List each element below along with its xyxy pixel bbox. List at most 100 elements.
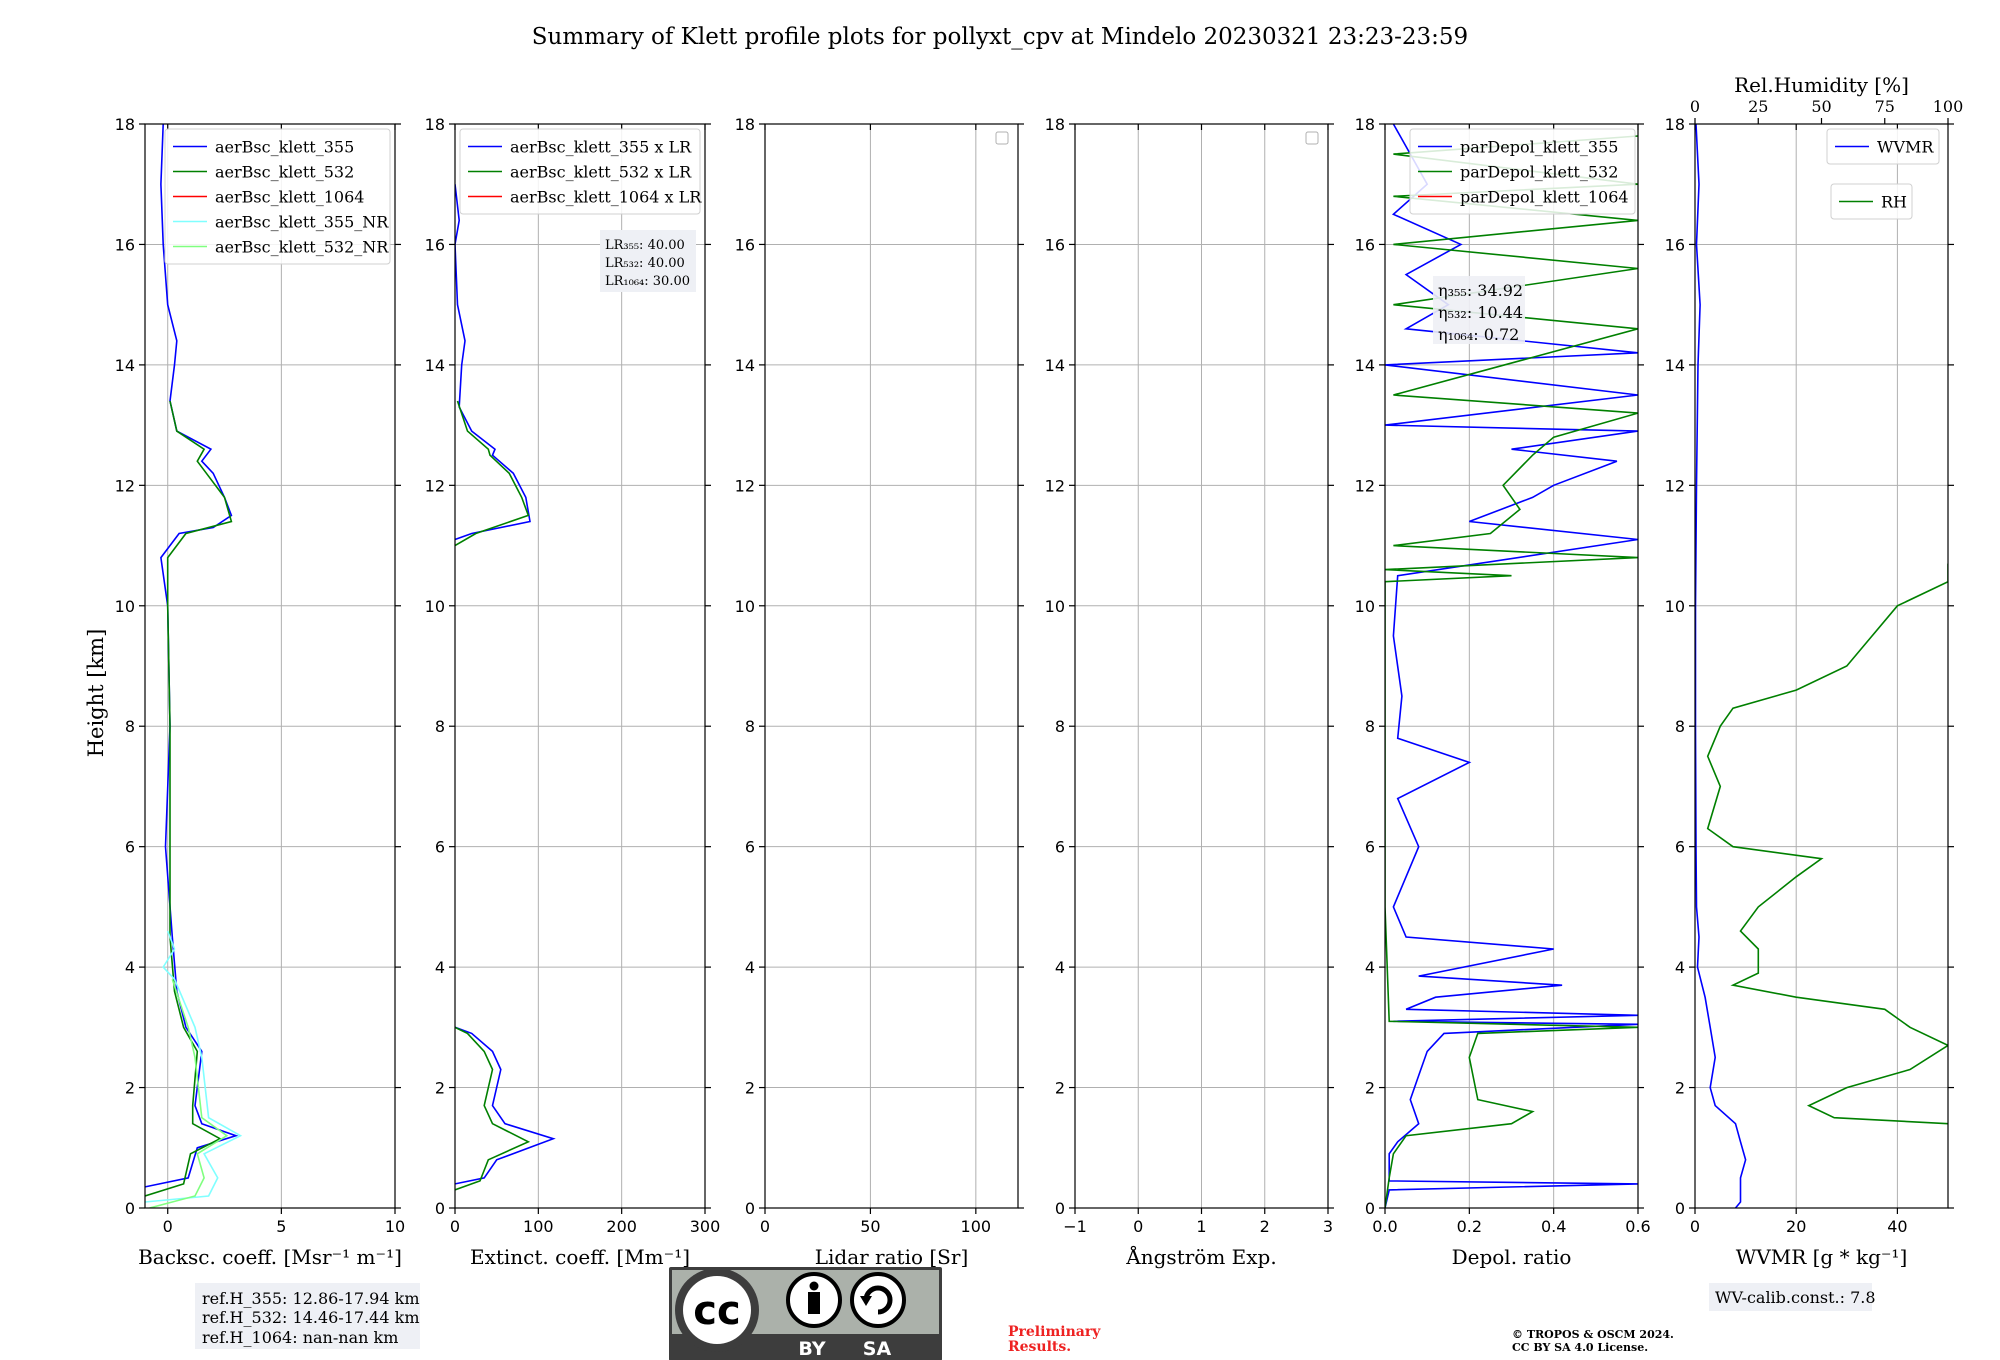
y-tick-label: 12 xyxy=(1665,476,1685,495)
y-tick-label: 2 xyxy=(1365,1079,1375,1098)
x-tick-label: 200 xyxy=(606,1217,637,1236)
series-rh xyxy=(1706,563,1948,1125)
panel-depol: 0 2 4 6 8 10 12 14 16 18 0.0 0.2 0.4 0.6 Depol. ratio p… xyxy=(1355,115,1651,1269)
preliminary-line-1: Preliminary xyxy=(1008,1324,1101,1340)
y-tick-label: 10 xyxy=(425,597,445,616)
empty-legend xyxy=(995,131,1009,145)
y-tick-label: 6 xyxy=(1365,838,1375,857)
cc-license-badge: cc BY SA xyxy=(669,1267,942,1360)
ref-height-1064: ref.H_1064: nan-nan km xyxy=(202,1328,398,1347)
lidar-ratio-annotation: LR₃₅₅: 40.00 LR₅₃₂: 40.00 LR₁₀₆₄: 30.00 xyxy=(600,230,696,292)
share-alike-icon xyxy=(850,1272,906,1328)
legend: aerBsc_klett_355 aerBsc_klett_532 aerBsc_k… xyxy=(164,128,391,265)
y-tick-label: 2 xyxy=(1675,1079,1685,1098)
y-tick-label: 18 xyxy=(1045,115,1065,134)
y-tick-label: 12 xyxy=(735,476,755,495)
legend-label: parDepol_klett_355 xyxy=(1460,138,1618,157)
attribution-icon xyxy=(786,1272,842,1328)
x-tick-label: 50 xyxy=(860,1217,880,1236)
series-aerbsc-klett-532-x-lr xyxy=(455,1026,531,1191)
y-tick-label: 0 xyxy=(745,1199,755,1218)
x-axis-label: Ångström Exp. xyxy=(1125,1244,1276,1269)
eta-annotation: η₃₅₅: 34.92 η₅₃₂: 10.44 η₁₀₆₄: 0.72 xyxy=(1433,276,1525,344)
series-wvmr xyxy=(1695,124,1747,1208)
cc-by-label: BY xyxy=(798,1338,825,1360)
x-tick-label: 0.4 xyxy=(1541,1217,1566,1236)
x-tick-label: 20 xyxy=(1786,1217,1806,1236)
panel-wvmr: 0 2 4 6 8 10 12 14 16 18 0 20 40 WVMR [g * kg⁻¹] 0 25 50… xyxy=(1665,73,1964,1269)
y-tick-label: 10 xyxy=(1355,597,1375,616)
series-aerbsc-klett-355-nr xyxy=(145,930,243,1203)
y-tick-label: 14 xyxy=(425,356,445,375)
y-tick-label: 8 xyxy=(1055,717,1065,736)
y-tick-label: 6 xyxy=(125,838,135,857)
x-tick-label: −1 xyxy=(1063,1217,1087,1236)
lidar-ratio-value: LR₃₅₅: 40.00 xyxy=(605,238,685,253)
y-tick-label: 4 xyxy=(435,958,445,977)
x-tick-label: 100 xyxy=(961,1217,992,1236)
top-x-tick-label: 25 xyxy=(1748,97,1768,116)
x-tick-label: 100 xyxy=(523,1217,554,1236)
y-tick-label: 14 xyxy=(115,356,135,375)
x-tick-label: 0 xyxy=(450,1217,460,1236)
y-tick-label: 6 xyxy=(1675,838,1685,857)
legend: WVMR xyxy=(1826,128,1940,165)
y-tick-label: 6 xyxy=(745,838,755,857)
x-tick-label: 1 xyxy=(1196,1217,1206,1236)
y-tick-label: 8 xyxy=(1365,717,1375,736)
legend-label: aerBsc_klett_1064 x LR xyxy=(510,188,702,207)
x-tick-label: 40 xyxy=(1887,1217,1907,1236)
y-tick-label: 18 xyxy=(115,115,135,134)
x-axis-label: Backsc. coeff. [Msr⁻¹ m⁻¹] xyxy=(138,1245,402,1269)
reference-height-box: ref.H_355: 12.86-17.94 km ref.H_532: 14.… xyxy=(195,1283,420,1349)
y-tick-label: 4 xyxy=(1675,958,1685,977)
x-tick-label: 10 xyxy=(385,1217,405,1236)
copyright-line-2: CC BY SA 4.0 License. xyxy=(1512,1341,1648,1354)
x-tick-label: 0 xyxy=(760,1217,770,1236)
y-tick-label: 0 xyxy=(1675,1199,1685,1218)
legend: RH xyxy=(1830,183,1913,220)
y-tick-label: 18 xyxy=(425,115,445,134)
y-tick-label: 14 xyxy=(1355,356,1375,375)
y-tick-label: 16 xyxy=(1045,235,1065,254)
series-aerbsc-klett-355-x-lr xyxy=(455,1026,556,1185)
top-x-tick-label: 75 xyxy=(1875,97,1895,116)
legend-label: aerBsc_klett_532_NR xyxy=(215,238,389,257)
y-tick-label: 16 xyxy=(425,235,445,254)
y-tick-label: 16 xyxy=(1355,235,1375,254)
series-aerbsc-klett-532 xyxy=(145,400,233,1197)
y-tick-label: 18 xyxy=(735,115,755,134)
y-tick-label: 10 xyxy=(735,597,755,616)
panel-bsc: 0 2 4 6 8 10 12 14 16 18 0 5 10 Backsc. coeff. [Msr⁻¹… xyxy=(115,115,406,1269)
y-tick-label: 12 xyxy=(425,476,445,495)
series-aerbsc-klett-532-nr xyxy=(149,978,229,1208)
legend-label: RH xyxy=(1881,193,1907,212)
legend-label: aerBsc_klett_355 x LR xyxy=(510,138,692,157)
lidar-ratio-value: LR₁₀₆₄: 30.00 xyxy=(605,274,690,289)
y-tick-label: 12 xyxy=(1355,476,1375,495)
x-tick-label: 0 xyxy=(163,1217,173,1236)
top-x-tick-label: 100 xyxy=(1933,97,1964,116)
y-tick-label: 16 xyxy=(735,235,755,254)
y-tick-label: 2 xyxy=(435,1079,445,1098)
x-tick-label: 2 xyxy=(1260,1217,1270,1236)
series-pardepol-klett-532 xyxy=(1385,135,1638,1208)
legend: aerBsc_klett_355 x LR aerBsc_klett_532 x … xyxy=(459,128,702,215)
y-tick-label: 14 xyxy=(1045,356,1065,375)
series-aerbsc-klett-532-x-lr-upper xyxy=(455,400,530,547)
axes-frame xyxy=(144,123,396,1209)
empty-legend xyxy=(1305,131,1319,145)
y-tick-label: 0 xyxy=(435,1199,445,1218)
y-tick-label: 8 xyxy=(1675,717,1685,736)
legend-label: aerBsc_klett_355_NR xyxy=(215,213,389,232)
series-pardepol-klett-355 xyxy=(1385,124,1638,1208)
y-tick-label: 8 xyxy=(435,717,445,736)
x-tick-label: 0.0 xyxy=(1372,1217,1397,1236)
x-tick-label: 3 xyxy=(1323,1217,1333,1236)
legend-label: WVMR xyxy=(1877,138,1934,157)
eta-value: η₁₀₆₄: 0.72 xyxy=(1438,325,1519,344)
ref-height-532: ref.H_532: 14.46-17.44 km xyxy=(202,1308,420,1327)
top-x-tick-label: 0 xyxy=(1690,97,1700,116)
